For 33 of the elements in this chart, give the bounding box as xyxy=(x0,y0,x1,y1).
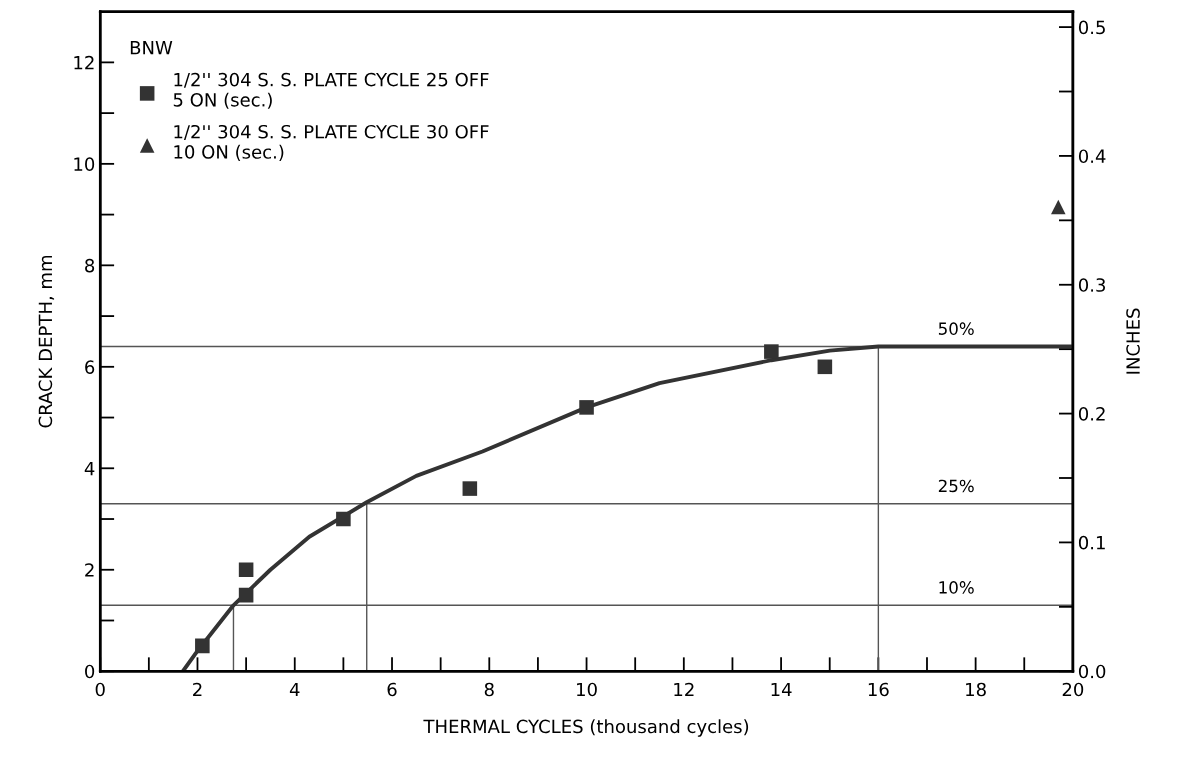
y-tick-label: 0 xyxy=(85,664,95,679)
annotation: 10% xyxy=(939,581,974,594)
y-tick-label: 10 xyxy=(74,157,95,171)
x-axis-title: THERMAL CYCLES (thousand cycles) xyxy=(423,719,749,737)
y2-tick-label: 0.5 xyxy=(1078,20,1105,35)
annotation: 25% xyxy=(938,479,974,493)
x-tick-label: 8 xyxy=(484,682,494,697)
x-tick-label: 14 xyxy=(771,682,792,697)
x-tick-label: 12 xyxy=(674,682,694,697)
x-tick-label: 16 xyxy=(868,682,889,697)
x-tick-label: 6 xyxy=(387,682,397,697)
x-tick-label: 4 xyxy=(289,682,300,697)
annotation: 50% xyxy=(938,322,974,335)
y2-tick-label: 0.4 xyxy=(1078,149,1106,164)
y-tick-label: 8 xyxy=(85,258,95,273)
x-tick-label: 18 xyxy=(966,682,986,697)
y2-tick-label: 0.1 xyxy=(1078,535,1105,550)
y2-tick-label: 0.0 xyxy=(1078,664,1106,679)
legend-label: 1/2'' 304 S. S. PLATE CYCLE 25 OFF 5 ON (sec.) xyxy=(173,72,489,109)
y2-tick-label: 0.3 xyxy=(1078,278,1106,292)
y-tick-label: 2 xyxy=(85,563,94,577)
y-tick-label: 12 xyxy=(74,55,94,70)
x-tick-label: 2 xyxy=(193,682,202,697)
y-axis-title: CRACK DEPTH, mm xyxy=(38,255,55,428)
legend-title: BNW xyxy=(130,41,173,55)
y2-axis-title: INCHES xyxy=(1126,308,1140,374)
y-tick-label: 6 xyxy=(85,360,95,374)
y-tick-label: 4 xyxy=(84,461,95,476)
y2-tick-label: 0.2 xyxy=(1078,407,1105,421)
x-tick-label: 20 xyxy=(1062,682,1084,697)
x-tick-label: 10 xyxy=(577,682,597,697)
x-tick-label: 0 xyxy=(95,682,105,697)
legend-label: 1/2'' 304 S. S. PLATE CYCLE 30 OFF 10 ON (sec.) xyxy=(174,124,489,161)
